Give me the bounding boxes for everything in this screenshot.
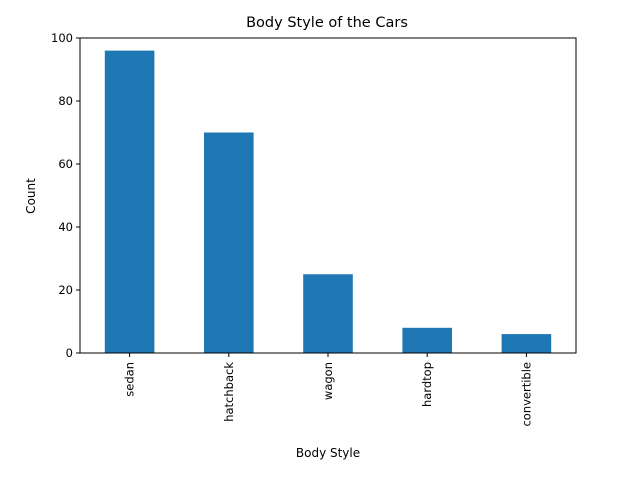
y-tick-label: 100 — [51, 31, 73, 45]
x-tick-label: hatchback — [222, 362, 236, 422]
bar-hatchback — [204, 132, 254, 353]
bar-convertible — [501, 334, 552, 353]
y-tick-label: 80 — [58, 94, 73, 108]
y-axis-label: Count — [24, 178, 38, 214]
y-tick-label: 20 — [58, 283, 73, 297]
bar-sedan — [104, 50, 155, 353]
chart-title: Body Style of the Cars — [246, 15, 408, 31]
y-tick-label: 40 — [58, 220, 73, 234]
x-axis-label: Body Style — [296, 446, 360, 460]
x-tick-label: wagon — [321, 362, 335, 400]
y-axis-ticks: 0 20 40 60 80 100 — [51, 31, 80, 360]
bar-wagon — [303, 274, 353, 353]
bar-hardtop — [402, 327, 452, 353]
x-tick-label: hardtop — [420, 362, 434, 407]
x-axis-ticks: sedan hatchback wagon hardtop convertible — [123, 353, 533, 427]
x-tick-label: convertible — [519, 362, 533, 427]
y-tick-label: 60 — [58, 157, 73, 171]
x-tick-label: sedan — [123, 362, 137, 397]
plot-frame — [79, 37, 577, 354]
bars-group — [104, 50, 552, 353]
y-tick-label: 0 — [66, 346, 73, 360]
